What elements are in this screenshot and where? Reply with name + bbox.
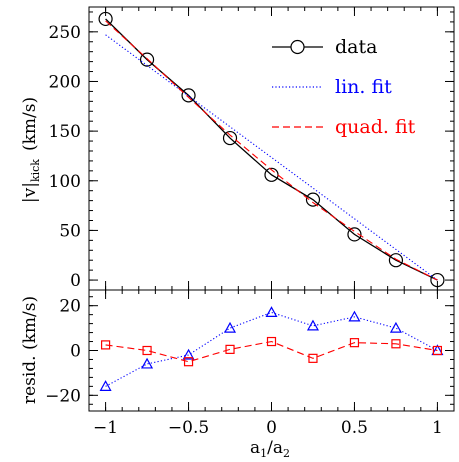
x-tick-label: −1: [93, 418, 118, 438]
legend-label: quad. fit: [335, 116, 416, 138]
bottom-ticks: −20 0 20 −1 −0.5 0 0.5 1: [45, 290, 454, 438]
residual-triangle-marker: [306, 319, 319, 331]
y-tick-label: 50: [59, 221, 81, 241]
x-tick-label: 0: [266, 418, 277, 438]
residual-square-marker: [308, 353, 318, 363]
series-line: [105, 340, 438, 363]
series-line: [105, 34, 438, 281]
legend-label: data: [335, 36, 377, 58]
data-point-marker: [347, 227, 362, 242]
top-ticks: 0 50 100 150 200 250: [49, 7, 454, 291]
series-line: [105, 311, 438, 387]
legend-marker: [290, 39, 305, 55]
residual-triangle-marker: [141, 357, 154, 369]
data-point-marker: [222, 130, 238, 146]
residual-square-marker: [432, 345, 443, 356]
y-tick-label: 0: [70, 271, 81, 291]
residual-square-marker: [266, 336, 277, 347]
legend: data lin. fit quad. fit: [272, 36, 416, 138]
residual-triangle-marker: [389, 321, 402, 333]
legend-label: lin. fit: [335, 76, 392, 98]
residual-square-marker: [142, 345, 152, 356]
bottom-series: [99, 306, 444, 391]
residual-triangle-marker: [182, 348, 195, 360]
data-point-marker: [430, 272, 445, 288]
y-tick-label: 20: [59, 297, 81, 317]
y-tick-label: 150: [49, 122, 81, 142]
series-line: [105, 20, 438, 281]
residual-square-marker: [225, 344, 235, 354]
data-point-marker: [388, 253, 404, 268]
residual-square-marker: [183, 357, 194, 367]
top-panel-frame: [88, 6, 455, 291]
data-point-marker: [305, 192, 321, 207]
residual-triangle-marker: [348, 310, 361, 322]
residual-triangle-marker: [265, 306, 278, 318]
y-tick-label: 250: [49, 23, 81, 43]
x-tick-label: −0.5: [168, 418, 209, 438]
residual-square-marker: [391, 339, 401, 349]
data-point-marker: [181, 88, 196, 103]
top-series: [98, 11, 445, 288]
x-tick-label: 0.5: [341, 418, 368, 438]
series-line: [105, 18, 438, 281]
y-tick-label: 200: [49, 72, 81, 92]
y-tick-label: −20: [45, 386, 81, 406]
top-y-axis-label: |v|kick(km/s): [20, 97, 42, 203]
residual-square-marker: [100, 340, 111, 350]
residual-square-marker: [349, 338, 360, 348]
residual-triangle-marker: [224, 321, 237, 333]
data-point-marker: [98, 11, 113, 27]
y-tick-label: 0: [70, 342, 81, 362]
bottom-y-axis-label: resid. (km/s): [20, 296, 40, 404]
x-tick-label: 1: [432, 418, 443, 438]
y-tick-label: 100: [49, 172, 81, 192]
x-axis-label: a1/a2: [250, 438, 290, 460]
residual-triangle-marker: [99, 380, 112, 391]
